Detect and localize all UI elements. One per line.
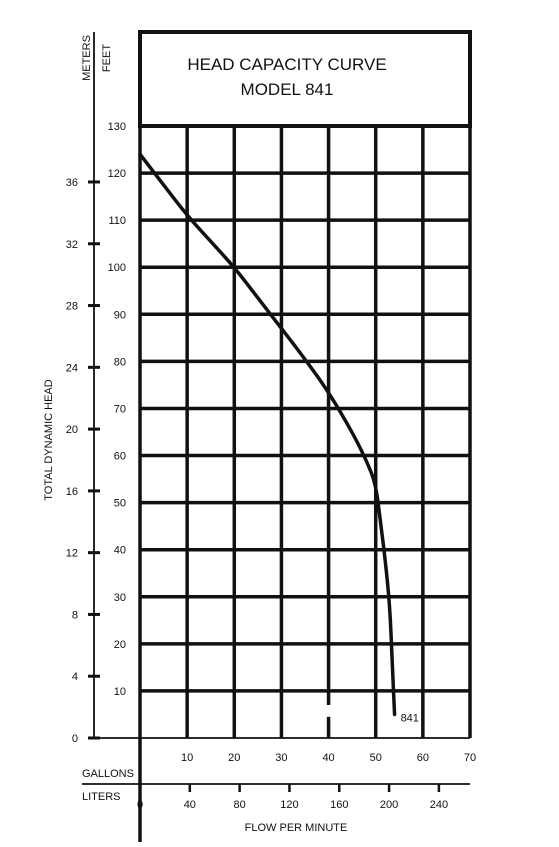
feet-tick-label: 90 [114, 309, 126, 321]
feet-tick-label: 60 [114, 451, 126, 463]
x-unit-liters: LITERS [82, 791, 121, 803]
feet-tick-label: 110 [108, 215, 126, 227]
feet-tick-label: 50 [114, 498, 126, 510]
liters-tick-label: 240 [430, 799, 448, 811]
feet-tick-label: 130 [108, 121, 126, 133]
feet-tick-label: 20 [114, 639, 126, 651]
liters-tick-label: 200 [380, 799, 398, 811]
gallons-tick-label: 60 [417, 752, 429, 764]
y-unit-meters: METERS [81, 35, 93, 81]
meters-tick-label: 36 [66, 177, 78, 189]
gallons-tick-label: 40 [322, 752, 334, 764]
chart-title: HEAD CAPACITY CURVE [187, 55, 386, 74]
gallons-tick-label: 70 [464, 752, 476, 764]
y-unit-feet: FEET [101, 44, 113, 72]
gallons-tick-label: 50 [370, 752, 382, 764]
meters-tick-label: 16 [66, 486, 78, 498]
gallons-tick-label: 20 [228, 752, 240, 764]
gallons-tick-label: 30 [275, 752, 287, 764]
feet-tick-label: 120 [108, 168, 126, 180]
liters-tick-label: 160 [330, 799, 348, 811]
meters-tick-label: 20 [66, 424, 78, 436]
liters-tick-label: 0 [137, 799, 143, 811]
meters-tick-label: 0 [72, 733, 78, 745]
liters-tick-label: 120 [280, 799, 298, 811]
x-axis-label: FLOW PER MINUTE [245, 822, 348, 834]
series-line-841 [140, 154, 395, 714]
title-box [140, 32, 470, 126]
liters-tick-label: 80 [234, 799, 246, 811]
liters-tick-label: 40 [184, 799, 196, 811]
meters-tick-label: 12 [66, 548, 78, 560]
meters-tick-label: 24 [66, 362, 78, 374]
meters-tick-label: 28 [66, 301, 78, 313]
meters-tick-label: 32 [66, 239, 78, 251]
series-label-841: 841 [401, 712, 419, 724]
feet-tick-label: 10 [114, 686, 126, 698]
feet-tick-label: 40 [114, 545, 126, 557]
feet-tick-label: 70 [114, 403, 126, 415]
chart-subtitle: MODEL 841 [241, 80, 334, 99]
y-axis-label: TOTAL DYNAMIC HEAD [43, 379, 55, 500]
meters-tick-label: 4 [72, 671, 78, 683]
feet-tick-label: 100 [108, 262, 126, 274]
feet-tick-label: 80 [114, 356, 126, 368]
feet-tick-label: 30 [114, 592, 126, 604]
gallons-tick-label: 10 [181, 752, 193, 764]
x-unit-gallons: GALLONS [82, 768, 134, 780]
meters-tick-label: 8 [72, 609, 78, 621]
